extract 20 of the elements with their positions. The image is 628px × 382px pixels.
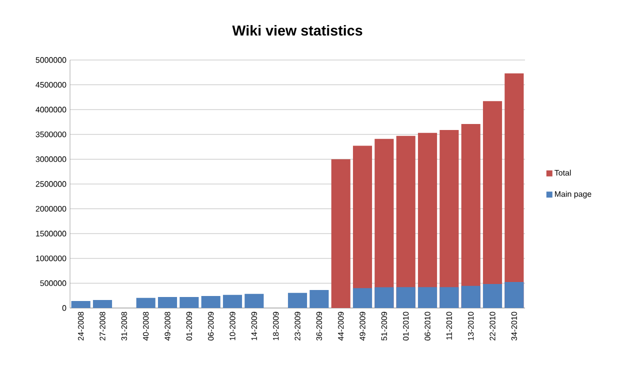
bar: [136, 298, 156, 308]
bar: [201, 296, 220, 308]
bar: [504, 282, 524, 308]
bar: [482, 284, 502, 308]
bar: [244, 294, 264, 308]
bar: [222, 294, 242, 308]
bar: [418, 287, 438, 308]
bar: [352, 288, 372, 308]
bar: [288, 292, 308, 308]
bar: [396, 287, 416, 308]
bar: [374, 287, 394, 308]
bar: [92, 300, 112, 308]
bar: [180, 296, 199, 308]
bar: [310, 290, 329, 308]
bar: [461, 286, 480, 308]
bar: [158, 296, 178, 308]
bar: [440, 287, 459, 308]
bar: [71, 300, 90, 308]
bar: [331, 159, 350, 308]
chart-title: Wiki view statistics: [232, 25, 362, 36]
